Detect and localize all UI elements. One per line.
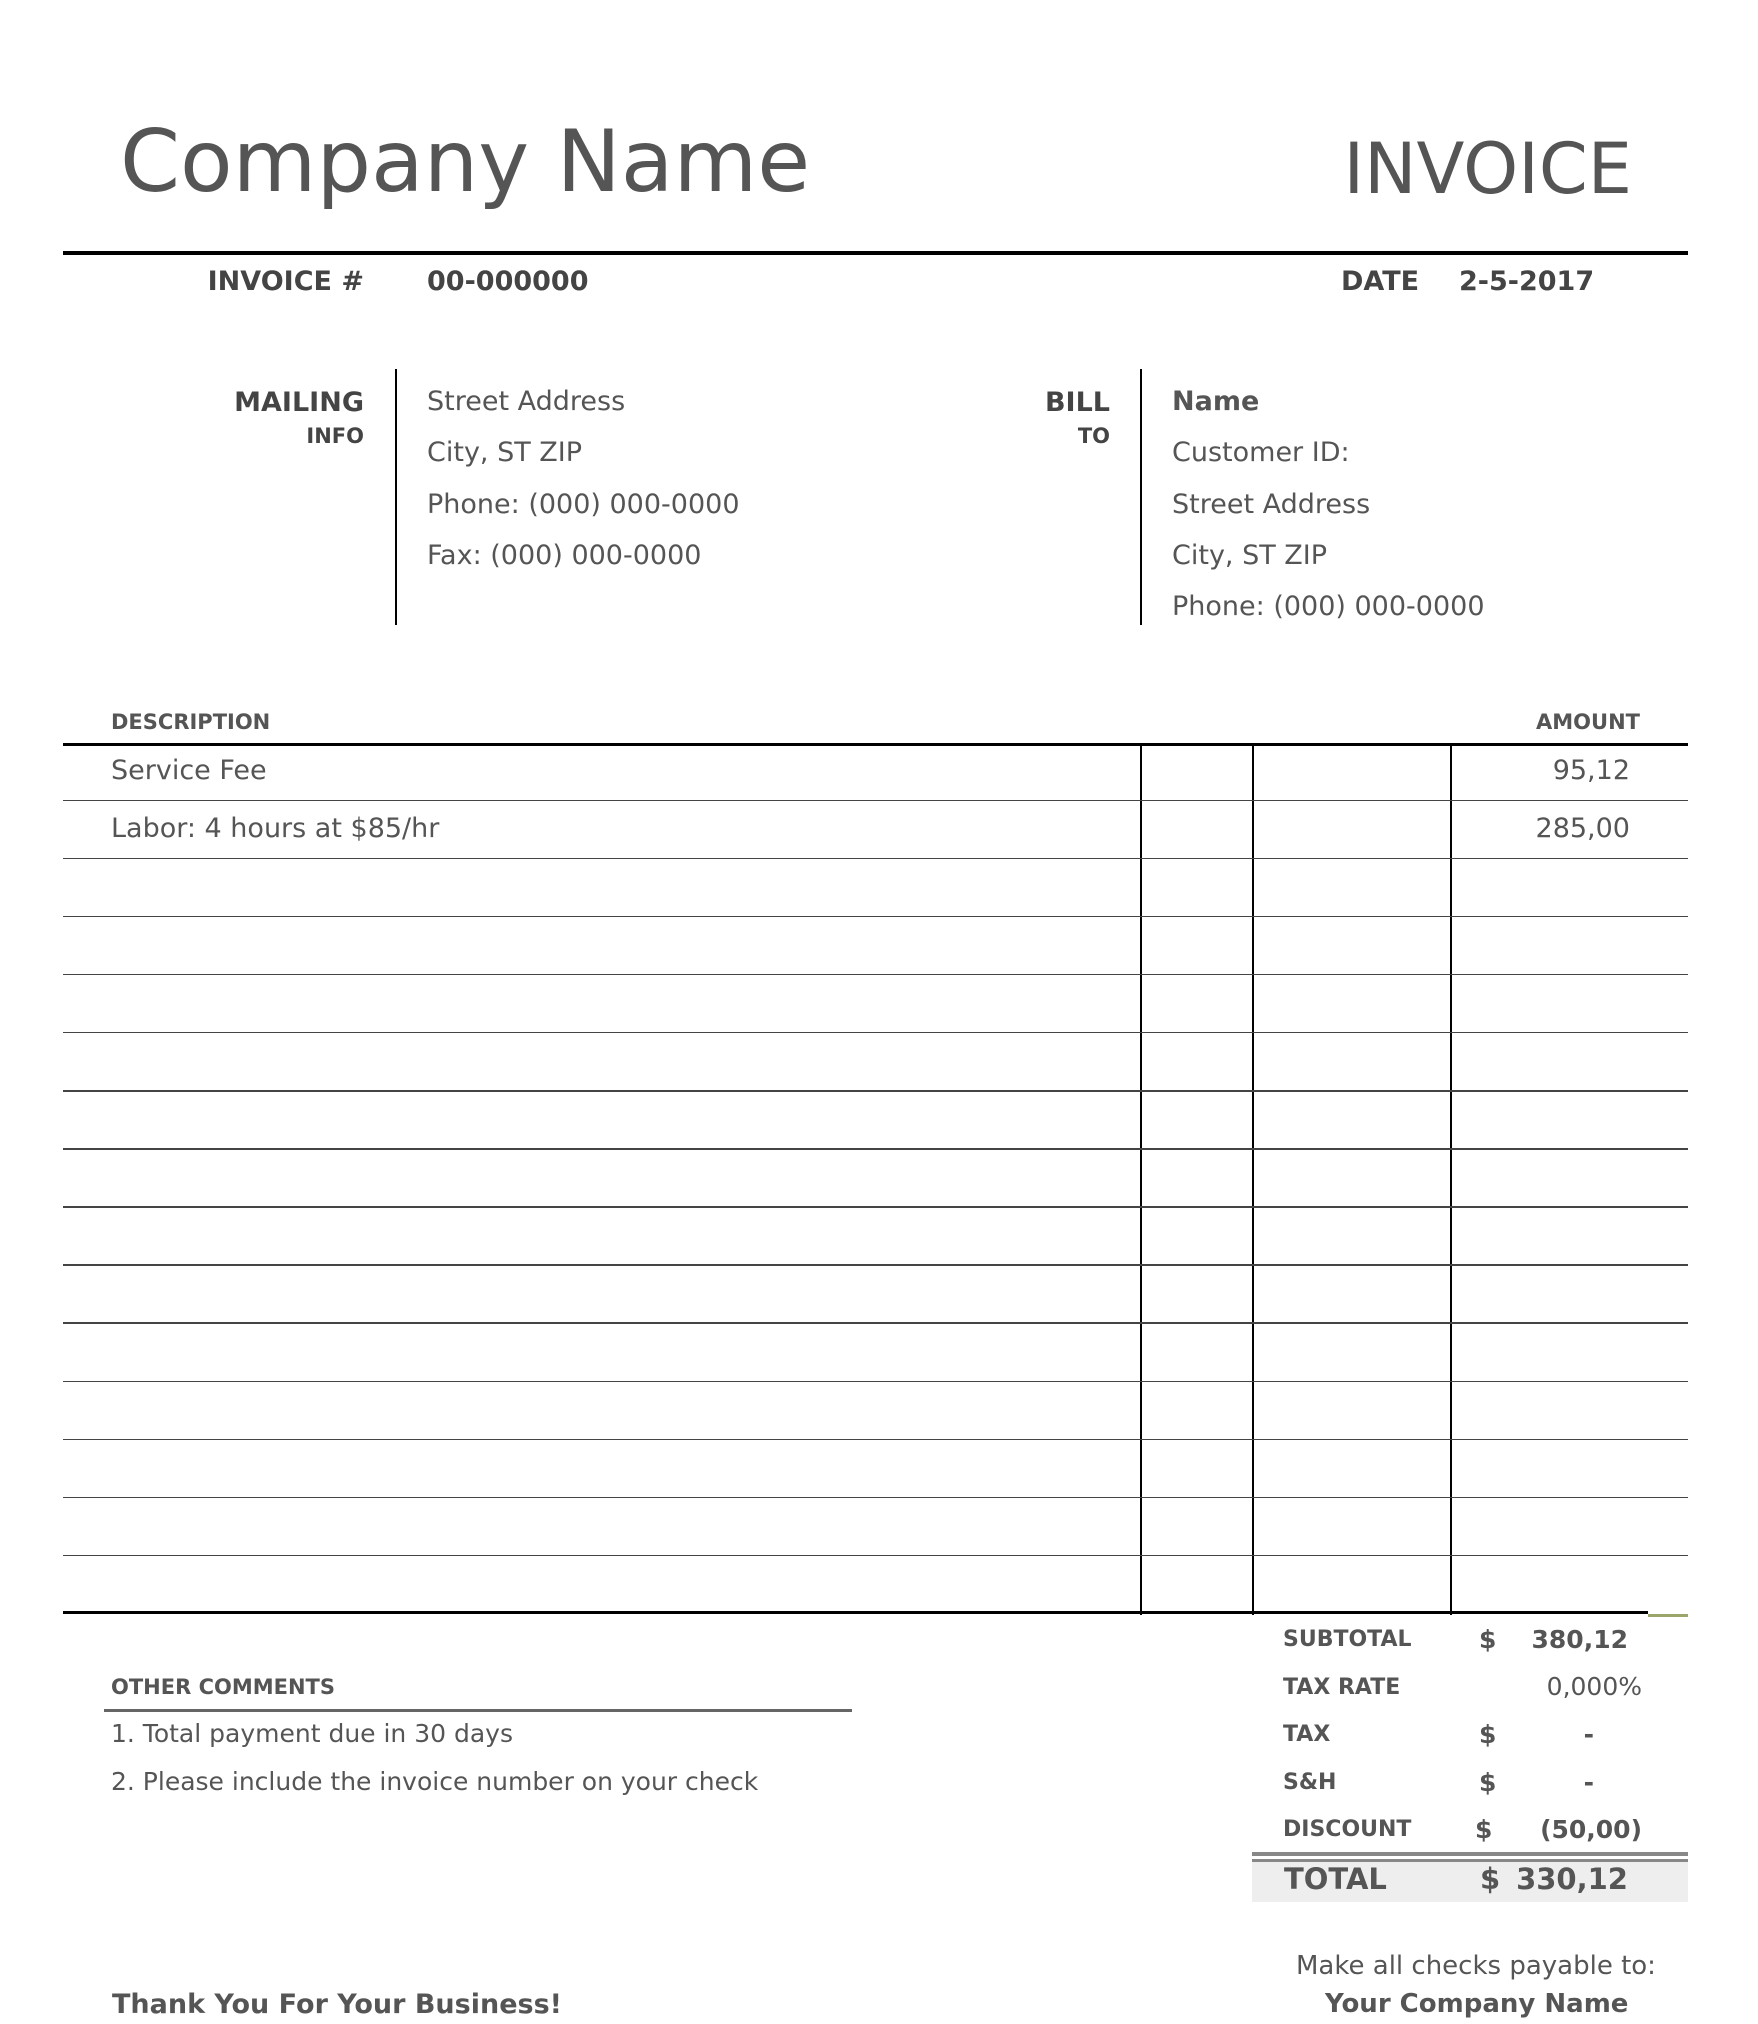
tax-value: -	[1583, 1720, 1594, 1749]
line-items-table: Service Fee 95,12 Labor: 4 hours at $85/hr…	[63, 743, 1688, 1617]
header-rule	[63, 251, 1688, 255]
row-divider	[63, 1206, 1688, 1208]
thank-you-message: Thank You For Your Business!	[112, 1989, 562, 2020]
table-row[interactable]	[63, 1498, 1688, 1557]
amount-header: AMOUNT	[1536, 710, 1640, 734]
mailing-divider	[395, 369, 397, 625]
mailing-label: MAILING	[234, 387, 364, 418]
totals-accent-line	[1648, 1614, 1688, 1617]
bill-to-customer-id: Customer ID:	[1172, 437, 1350, 468]
tax-rate-value: 0,000%	[1546, 1672, 1642, 1701]
row-divider	[63, 915, 1688, 918]
table-column-divider	[1450, 743, 1452, 1615]
shipping-currency: $	[1479, 1768, 1497, 1797]
bill-to-name: Name	[1172, 386, 1260, 417]
row-amount: 285,00	[1535, 813, 1630, 845]
table-row[interactable]	[63, 1382, 1688, 1441]
table-row[interactable]	[63, 917, 1688, 976]
bill-to-label: BILL	[1044, 387, 1110, 418]
comments-rule	[104, 1709, 852, 1712]
bill-to-label-sub: TO	[1077, 424, 1110, 448]
table-row[interactable]	[63, 1556, 1688, 1615]
table-header-rule	[63, 743, 1688, 746]
table-row[interactable]	[63, 1266, 1688, 1324]
payable-to-label: Make all checks payable to:	[1296, 1951, 1656, 1981]
row-divider	[63, 973, 1688, 976]
table-row[interactable]	[63, 1440, 1688, 1499]
discount-currency: $	[1475, 1815, 1493, 1844]
discount-value: (50,00)	[1540, 1815, 1642, 1844]
row-divider	[63, 1611, 1648, 1615]
discount-label: DISCOUNT	[1283, 1817, 1412, 1842]
total-double-rule-bottom	[1252, 1859, 1688, 1862]
mailing-fax: Fax: (000) 000-0000	[427, 540, 702, 571]
table-row[interactable]	[63, 859, 1688, 918]
date-label: DATE	[1341, 266, 1420, 297]
company-name: Company Name	[120, 112, 811, 212]
description-header: DESCRIPTION	[111, 710, 271, 734]
tax-currency: $	[1479, 1720, 1497, 1749]
total-label: TOTAL	[1284, 1862, 1387, 1896]
tax-rate-label: TAX RATE	[1283, 1675, 1401, 1700]
table-row[interactable]: Service Fee 95,12	[63, 743, 1688, 802]
mailing-city: City, ST ZIP	[427, 437, 583, 468]
total-currency: $	[1480, 1862, 1501, 1896]
total-value: 330,12	[1516, 1862, 1628, 1896]
row-divider	[63, 857, 1688, 860]
bill-to-divider	[1140, 369, 1142, 625]
table-row[interactable]	[63, 1092, 1688, 1150]
bill-to-phone: Phone: (000) 000-0000	[1172, 591, 1485, 622]
bill-to-city: City, ST ZIP	[1172, 540, 1328, 571]
table-row[interactable]	[63, 1150, 1688, 1208]
table-column-divider	[1140, 743, 1142, 1615]
table-row[interactable]: Labor: 4 hours at $85/hr 285,00	[63, 801, 1688, 860]
subtotal-currency: $	[1479, 1625, 1497, 1654]
row-divider	[63, 1090, 1688, 1092]
table-row[interactable]	[63, 1208, 1688, 1266]
row-divider	[63, 1496, 1688, 1499]
table-column-divider	[1252, 743, 1254, 1615]
row-description: Service Fee	[111, 755, 267, 786]
mailing-label-sub: INFO	[306, 424, 364, 448]
table-row[interactable]	[63, 1324, 1688, 1383]
payable-to-name: Your Company Name	[1325, 1989, 1629, 2019]
row-divider	[63, 799, 1688, 802]
bill-to-street: Street Address	[1172, 489, 1371, 520]
row-divider	[63, 1148, 1688, 1150]
subtotal-label: SUBTOTAL	[1283, 1627, 1412, 1652]
date-value: 2-5-2017	[1459, 266, 1595, 297]
comment-item-1: 1. Total payment due in 30 days	[111, 1719, 513, 1748]
mailing-street: Street Address	[427, 386, 626, 417]
row-divider	[63, 1380, 1688, 1383]
comments-label: OTHER COMMENTS	[111, 1675, 336, 1699]
invoice-number-label: INVOICE #	[207, 266, 364, 297]
shipping-label: S&H	[1283, 1770, 1337, 1795]
row-divider	[63, 1322, 1688, 1324]
table-row[interactable]	[63, 1034, 1688, 1092]
row-divider	[63, 1554, 1688, 1557]
row-divider	[63, 1438, 1688, 1441]
subtotal-value: 380,12	[1531, 1625, 1628, 1654]
comment-item-2: 2. Please include the invoice number on …	[111, 1767, 759, 1796]
table-row[interactable]	[63, 975, 1688, 1034]
mailing-phone: Phone: (000) 000-0000	[427, 489, 740, 520]
row-divider	[63, 1031, 1688, 1034]
row-amount: 95,12	[1552, 755, 1630, 786]
document-title: INVOICE	[1343, 128, 1632, 210]
total-double-rule-top	[1252, 1852, 1688, 1856]
total-row	[1252, 1862, 1688, 1902]
tax-label: TAX	[1283, 1722, 1331, 1747]
row-divider	[63, 1264, 1688, 1266]
shipping-value: -	[1583, 1768, 1594, 1797]
invoice-number-value: 00-000000	[427, 266, 589, 297]
row-description: Labor: 4 hours at $85/hr	[111, 813, 440, 845]
